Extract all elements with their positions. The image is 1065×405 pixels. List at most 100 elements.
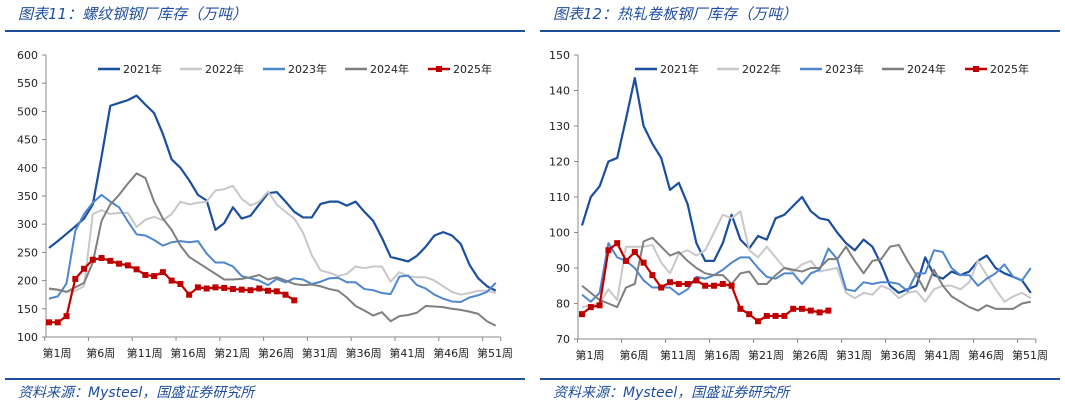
chart-title: 图表12：热轧卷板钢厂库存（万吨） [553, 5, 798, 23]
y-tick-label: 350 [17, 190, 38, 203]
source-note: 资料来源：Mysteel，国盛证券研究所 [553, 385, 790, 401]
x-tick-label: 第16周 [170, 346, 206, 360]
y-tick-label: 150 [549, 49, 570, 62]
y-tick-label: 550 [17, 77, 38, 90]
y-tick-label: 90 [556, 262, 570, 275]
series-line-2023 [48, 193, 497, 304]
series-line-2021 [48, 94, 497, 292]
series-line-2024 [581, 236, 1031, 312]
x-tick-label: 第31周 [836, 348, 872, 362]
data-point-2025 [649, 272, 656, 279]
data-point-2025 [194, 284, 201, 291]
data-point-2025 [203, 285, 210, 292]
x-tick-label: 第31周 [302, 346, 338, 360]
chart-rebar: 100150200250300350400450500550600第1周 第6周第… [17, 49, 513, 360]
data-point-2025 [221, 284, 228, 291]
data-point-2025 [614, 240, 621, 247]
x-tick-label: 第26周 [792, 348, 828, 362]
data-point-2025 [667, 279, 673, 286]
series-line-2024 [48, 172, 497, 327]
x-tick-label: 第41周 [389, 346, 425, 360]
data-point-2025 [133, 266, 140, 273]
legend-marker [436, 66, 442, 72]
legend-marker [973, 66, 979, 72]
data-point-2025 [684, 280, 691, 287]
data-point-2025 [623, 257, 629, 264]
legend-label: 2023年 [825, 62, 864, 76]
y-tick-label: 500 [17, 105, 38, 118]
x-tick-label: 第21周 [214, 346, 250, 360]
x-tick-label: 第6周 [620, 348, 649, 362]
data-point-2025 [772, 312, 779, 319]
x-tick-label: 第1周 [576, 348, 605, 362]
x-tick-label: 第11周 [660, 348, 696, 362]
legend-label: 2022年 [742, 62, 781, 76]
data-point-2025 [719, 280, 726, 287]
y-tick-label: 110 [549, 191, 570, 204]
data-point-2025 [151, 273, 158, 280]
data-point-2025 [98, 255, 105, 262]
data-point-2025 [89, 256, 96, 263]
data-point-2025 [711, 282, 717, 289]
data-point-2025 [693, 277, 700, 284]
data-point-2025 [631, 249, 638, 256]
x-tick-label: 第16周 [704, 348, 740, 362]
y-tick-label: 300 [17, 218, 38, 231]
data-point-2025 [46, 319, 52, 326]
x-tick-label: 第36周 [346, 346, 382, 360]
data-point-2025 [755, 318, 761, 325]
x-tick-label: 第11周 [127, 346, 163, 360]
chart-panel-hot-rolled: 图表12：热轧卷板钢厂库存（万吨） 70 80 90 100 110 120 130 140 1… [535, 0, 1065, 405]
title-divider [540, 30, 1060, 32]
x-tick-label: 第41周 [924, 348, 960, 362]
data-point-2025 [229, 286, 236, 293]
chart-title: 图表11：螺纹钢钢厂库存（万吨） [18, 5, 248, 23]
y-tick-label: 130 [549, 120, 570, 133]
y-tick-label: 200 [17, 275, 38, 288]
legend-label: 2024年 [370, 62, 409, 76]
x-tick-label: 第51周 [1012, 348, 1048, 362]
y-tick-label: 450 [17, 134, 38, 147]
x-tick-label: 第46周 [433, 346, 469, 360]
x-tick-label: 第36周 [880, 348, 916, 362]
legend-label: 2024年 [907, 62, 946, 76]
data-point-2025 [282, 291, 289, 298]
data-point-2025 [72, 275, 79, 282]
data-point-2025 [177, 280, 184, 287]
data-point-2025 [605, 247, 612, 254]
footer-divider [5, 378, 525, 380]
y-tick-label: 100 [549, 227, 570, 240]
footer-divider [540, 378, 1060, 380]
data-point-2025 [256, 285, 263, 292]
legend-label: 2022年 [205, 62, 244, 76]
y-tick-label: 140 [549, 85, 570, 98]
y-tick-label: 100 [17, 331, 38, 344]
data-point-2025 [116, 260, 123, 267]
data-point-2025 [790, 305, 797, 312]
data-point-2025 [291, 297, 298, 304]
data-point-2025 [799, 305, 805, 312]
data-point-2025 [702, 282, 709, 289]
data-point-2025 [658, 284, 665, 291]
legend-label: 2023年 [288, 62, 327, 76]
x-tick-label: 第26周 [258, 346, 294, 360]
data-point-2025 [124, 262, 131, 269]
data-point-2025 [247, 287, 254, 294]
data-point-2025 [186, 291, 193, 298]
data-point-2025 [746, 311, 753, 318]
series-line-2022 [581, 210, 1032, 309]
data-point-2025 [273, 288, 280, 295]
legend-label: 2025年 [453, 62, 492, 76]
data-point-2025 [265, 287, 271, 294]
series-line-2021 [580, 76, 1032, 294]
data-point-2025 [763, 312, 770, 319]
x-tick-label: 第21周 [748, 348, 784, 362]
data-point-2025 [238, 286, 245, 293]
y-tick-label: 120 [549, 156, 570, 169]
data-point-2025 [675, 280, 682, 287]
data-point-2025 [728, 282, 735, 289]
data-point-2025 [212, 284, 219, 291]
data-point-2025 [81, 265, 88, 272]
y-tick-label: 150 [17, 303, 38, 316]
